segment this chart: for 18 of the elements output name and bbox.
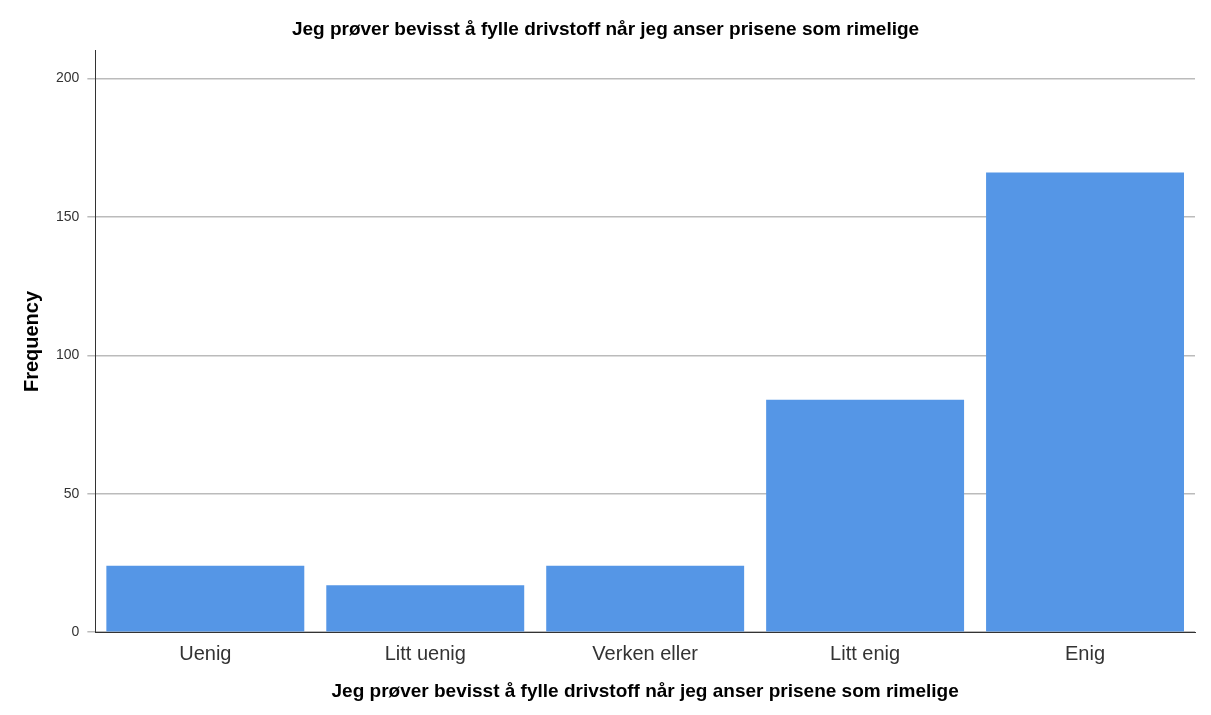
y-tick-label: 100 — [56, 346, 80, 363]
x-tick-label: Litt uenig — [384, 641, 466, 664]
bar — [326, 585, 525, 632]
bar — [766, 399, 965, 632]
x-tick-label: Uenig — [179, 641, 232, 664]
y-tick-label: 50 — [63, 484, 80, 501]
x-tick-label: Verken eller — [592, 641, 699, 664]
y-axis-title: Frequency — [19, 290, 42, 393]
y-tick-label: 200 — [56, 69, 80, 86]
y-tick-label: 150 — [56, 207, 80, 224]
bar — [106, 565, 305, 632]
y-tick-label: 0 — [71, 623, 80, 640]
x-axis-title: Jeg prøver bevisst å fylle drivstoff når jeg anser prisene som rimelige — [331, 679, 959, 701]
bar — [986, 172, 1184, 632]
bar — [546, 565, 745, 632]
x-tick-label: Enig — [1065, 641, 1106, 664]
x-tick-label: Litt enig — [830, 641, 901, 664]
chart-title: Jeg prøver bevisst å fylle drivstoff når jeg anser prisene som rimelige — [291, 17, 920, 39]
